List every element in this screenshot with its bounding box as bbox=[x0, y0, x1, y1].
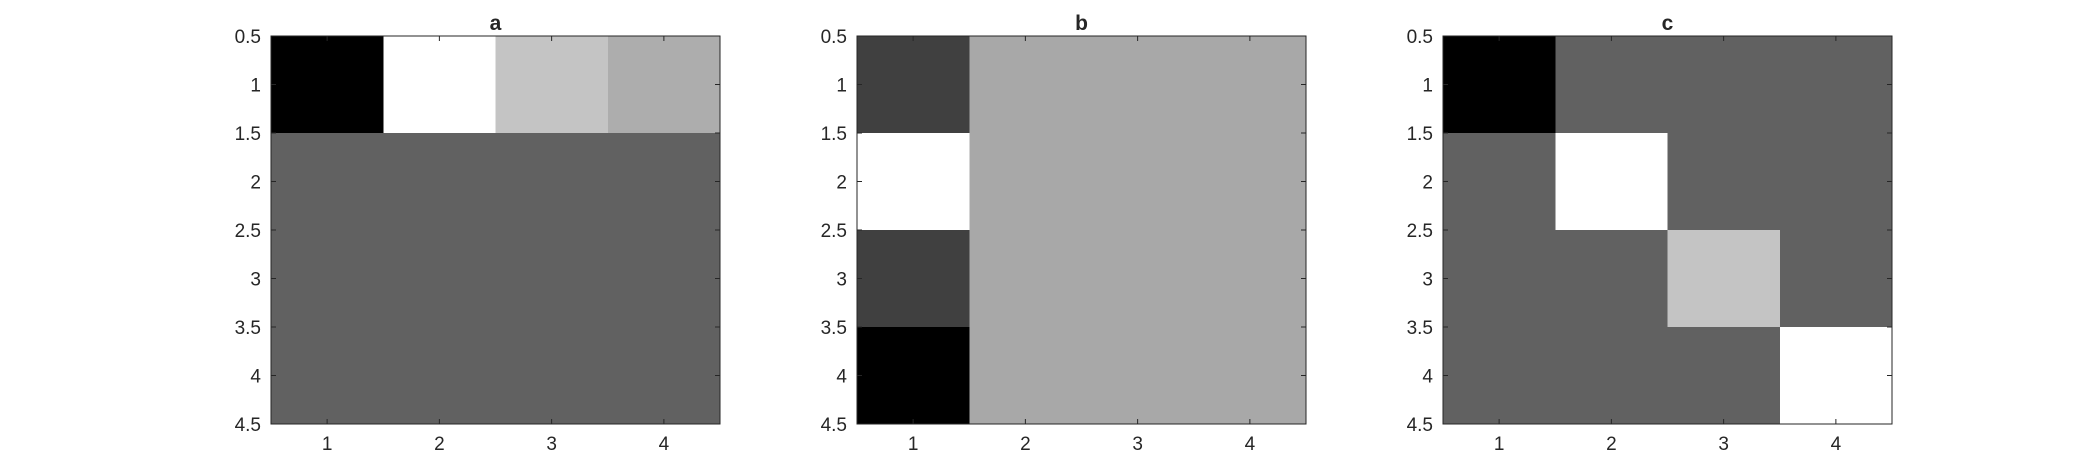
heatmap-cell-r3-c2 bbox=[1555, 230, 1668, 328]
heatmap-cell-r4-c1 bbox=[271, 327, 384, 425]
heatmap-cell-r4-c3 bbox=[1081, 327, 1195, 425]
x-tick-label: 3 bbox=[1718, 434, 1729, 455]
y-tick-label: 0.5 bbox=[821, 27, 847, 48]
heatmap-cell-r3-c3 bbox=[1081, 230, 1195, 328]
x-tick-label: 2 bbox=[434, 434, 445, 455]
heatmap-cell-r4-c3 bbox=[1667, 327, 1781, 425]
y-tick-label: 2.5 bbox=[235, 221, 261, 242]
heatmap-cell-r1-c1 bbox=[857, 36, 970, 134]
heatmap-cell-r2-c2 bbox=[383, 133, 496, 231]
heatmap-cell-r4-c2 bbox=[969, 327, 1082, 425]
heatmap-cell-r1-c2 bbox=[383, 36, 496, 134]
y-tick-label: 4 bbox=[1422, 367, 1433, 388]
heatmap-cell-r4-c2 bbox=[1555, 327, 1668, 425]
heatmap-cell-r1-c3 bbox=[495, 36, 609, 134]
heatmap-cell-r1-c4 bbox=[1193, 36, 1307, 134]
panel-title: a bbox=[490, 12, 502, 35]
x-tick-label: 1 bbox=[908, 434, 919, 455]
y-tick-label: 3.5 bbox=[1407, 318, 1433, 339]
heatmap-cell-r1-c3 bbox=[1081, 36, 1195, 134]
heatmap-cell-r2-c1 bbox=[857, 133, 970, 231]
y-tick-label: 0.5 bbox=[1407, 27, 1433, 48]
heatmap-cell-r4-c2 bbox=[383, 327, 496, 425]
heatmap-cell-r2-c4 bbox=[1779, 133, 1893, 231]
heatmap-cell-r2-c4 bbox=[607, 133, 721, 231]
heatmap-cell-r1-c2 bbox=[969, 36, 1082, 134]
y-tick-label: 4.5 bbox=[235, 415, 261, 436]
heatmap-cell-r2-c3 bbox=[1081, 133, 1195, 231]
heatmap-cell-r2-c1 bbox=[271, 133, 384, 231]
x-tick-label: 1 bbox=[322, 434, 333, 455]
heatmap-cell-r2-c2 bbox=[1555, 133, 1668, 231]
heatmap-cell-r2-c3 bbox=[1667, 133, 1781, 231]
y-tick-label: 0.5 bbox=[235, 27, 261, 48]
y-tick-label: 1.5 bbox=[235, 124, 261, 145]
y-tick-label: 2 bbox=[250, 173, 261, 194]
panel-c: c 1 2 3 4 0.5 1 1.5 2 2.5 3 3.5 4 4.5 bbox=[1407, 12, 1893, 455]
y-tick-label: 4.5 bbox=[821, 415, 847, 436]
y-tick-label: 3 bbox=[1422, 270, 1433, 291]
heatmap-cell-r3-c3 bbox=[495, 230, 609, 328]
panel-a: a 1 2 3 4 0.5 1 1.5 2 2.5 3 3.5 4 4.5 bbox=[235, 12, 721, 455]
y-tick-label: 2 bbox=[1422, 173, 1433, 194]
heatmap-cell-r3-c2 bbox=[383, 230, 496, 328]
heatmap-cell-r2-c4 bbox=[1193, 133, 1307, 231]
heatmap-cell-r3-c3 bbox=[1667, 230, 1781, 328]
heatmap-cell-r3-c4 bbox=[1779, 230, 1893, 328]
y-tick-label: 1 bbox=[1422, 76, 1433, 97]
y-tick-label: 3.5 bbox=[821, 318, 847, 339]
x-tick-label: 4 bbox=[659, 434, 670, 455]
y-tick-label: 3.5 bbox=[235, 318, 261, 339]
heatmap-cell-r2-c1 bbox=[1443, 133, 1556, 231]
y-tick-label: 1 bbox=[250, 76, 261, 97]
x-tick-label: 3 bbox=[546, 434, 557, 455]
x-tick-label: 4 bbox=[1831, 434, 1842, 455]
heatmap-cell-r4-c4 bbox=[607, 327, 721, 425]
x-tick-label: 1 bbox=[1494, 434, 1505, 455]
y-tick-label: 4 bbox=[836, 367, 847, 388]
heatmap-cell-r2-c3 bbox=[495, 133, 609, 231]
x-tick-label: 3 bbox=[1132, 434, 1143, 455]
y-tick-label: 4 bbox=[250, 367, 261, 388]
panel-title: b bbox=[1075, 12, 1088, 35]
heatmap-cell-r4-c1 bbox=[857, 327, 970, 425]
y-tick-label: 4.5 bbox=[1407, 415, 1433, 436]
heatmap-cell-r4-c1 bbox=[1443, 327, 1556, 425]
y-tick-label: 3 bbox=[250, 270, 261, 291]
x-tick-label: 2 bbox=[1020, 434, 1031, 455]
heatmap-cell-r3-c1 bbox=[271, 230, 384, 328]
heatmap-cell-r1-c1 bbox=[271, 36, 384, 134]
heatmap-cell-r1-c4 bbox=[1779, 36, 1893, 134]
x-tick-label: 2 bbox=[1606, 434, 1617, 455]
heatmap-cell-r4-c3 bbox=[495, 327, 609, 425]
heatmap-cell-r1-c3 bbox=[1667, 36, 1781, 134]
heatmap-cell-r3-c4 bbox=[607, 230, 721, 328]
heatmap-cell-r4-c4 bbox=[1193, 327, 1307, 425]
panel-b: b 1 2 3 4 0.5 1 1.5 2 2.5 3 3.5 4 4.5 bbox=[821, 12, 1307, 455]
x-tick-label: 4 bbox=[1245, 434, 1256, 455]
heatmap-cell-r3-c2 bbox=[969, 230, 1082, 328]
heatmap-cell-r1-c1 bbox=[1443, 36, 1556, 134]
y-tick-label: 2.5 bbox=[1407, 221, 1433, 242]
panel-title: c bbox=[1662, 12, 1674, 35]
y-tick-label: 1.5 bbox=[821, 124, 847, 145]
y-tick-label: 1 bbox=[836, 76, 847, 97]
heatmap-cell-r1-c4 bbox=[607, 36, 721, 134]
y-tick-label: 3 bbox=[836, 270, 847, 291]
y-tick-label: 2 bbox=[836, 173, 847, 194]
heatmap-cell-r1-c2 bbox=[1555, 36, 1668, 134]
y-tick-label: 2.5 bbox=[821, 221, 847, 242]
y-tick-label: 1.5 bbox=[1407, 124, 1433, 145]
heatmap-cell-r4-c4 bbox=[1779, 327, 1893, 425]
heatmap-cell-r2-c2 bbox=[969, 133, 1082, 231]
heatmap-cell-r3-c1 bbox=[1443, 230, 1556, 328]
heatmap-cell-r3-c1 bbox=[857, 230, 970, 328]
heatmap-cell-r3-c4 bbox=[1193, 230, 1307, 328]
